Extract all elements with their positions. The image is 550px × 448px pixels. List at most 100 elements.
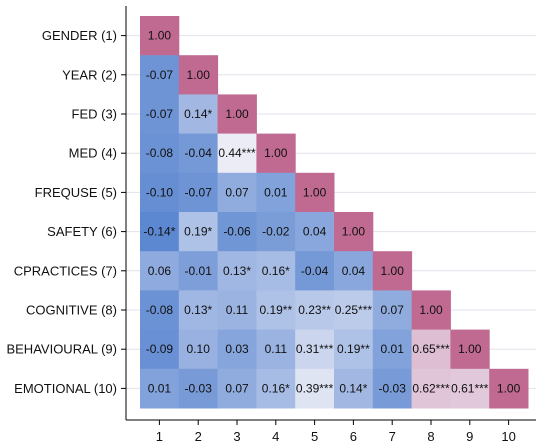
cell-value-label: 0.44*** (218, 146, 256, 160)
heatmap-cell (256, 251, 296, 291)
cell-value-label: 1.00 (419, 303, 443, 317)
cell-value-label: 0.16* (262, 264, 290, 278)
column-label: 9 (466, 429, 473, 444)
cell-value-label: 1.00 (303, 185, 327, 199)
cell-value-label: 1.00 (225, 107, 249, 121)
cell-value-label: 0.01 (264, 185, 288, 199)
heatmap-cell (334, 329, 374, 370)
heatmap-cell (178, 133, 219, 174)
cell-value-label: -0.08 (146, 146, 174, 160)
heatmap-cell (334, 290, 374, 331)
cell-value-label: 1.00 (264, 146, 288, 160)
cell-value-label: 0.06 (148, 264, 172, 278)
heatmap-cell (178, 290, 219, 331)
heatmap-cell (140, 94, 180, 135)
cell-value-label: 0.13* (223, 264, 251, 278)
cell-value-label: 0.61*** (451, 381, 489, 395)
cell-value-label: -0.10 (146, 185, 174, 199)
heatmap-cell (217, 368, 257, 409)
heatmap-cell (140, 329, 180, 370)
heatmap-cell (256, 133, 296, 174)
heatmap-cell (295, 251, 335, 291)
cell-value-label: -0.09 (146, 342, 174, 356)
row-label: BEHAVIOURAL (9) (6, 342, 117, 357)
row-label: FED (3) (72, 107, 118, 122)
cell-value-label: 1.00 (342, 225, 366, 239)
heatmap-cell (217, 172, 257, 213)
cell-value-label: 0.31*** (296, 342, 334, 356)
cell-value-label: 0.23** (298, 303, 331, 317)
column-label: 8 (427, 429, 434, 444)
heatmap-cell (178, 329, 219, 370)
column-label: 7 (389, 429, 396, 444)
heatmap-cell (217, 251, 257, 291)
heatmap-cell (334, 251, 374, 291)
cell-value-label: 0.07 (225, 185, 249, 199)
cell-value-label: 0.19** (259, 303, 292, 317)
heatmap-cell (217, 290, 257, 331)
heatmap-cell (372, 329, 413, 370)
heatmap-cell (295, 290, 335, 331)
heatmap-cell (411, 290, 451, 331)
row-label: SAFETY (6) (47, 224, 117, 239)
heatmap-cell (140, 212, 180, 252)
cell-value-label: 0.04 (342, 264, 366, 278)
cell-value-label: 0.19** (337, 342, 370, 356)
column-label: 5 (311, 429, 318, 444)
cell-value-label: -0.04 (185, 146, 213, 160)
heatmap-cell (372, 290, 413, 331)
heatmap-cell (217, 329, 257, 370)
heatmap-cell (217, 94, 257, 135)
cell-value-label: -0.04 (301, 264, 329, 278)
heatmap-cell (411, 329, 451, 370)
heatmap-cell (334, 212, 374, 252)
cell-value-label: 0.04 (303, 225, 327, 239)
heatmap-cell (256, 172, 296, 213)
heatmap-cell (295, 368, 335, 409)
row-label: MED (4) (69, 146, 117, 161)
cell-value-label: 1.00 (381, 264, 405, 278)
column-label: 4 (272, 429, 279, 444)
cell-value-label: 0.19* (184, 225, 212, 239)
column-label: 1 (156, 429, 163, 444)
heatmap-cell (295, 329, 335, 370)
cell-value-label: 0.14* (184, 107, 212, 121)
cell-value-label: 0.11 (265, 342, 288, 356)
cell-value-label: 0.14* (339, 381, 367, 395)
heatmap-cells: 1.00 -0.07 1.00 -0.07 0.14* 1.00 -0.08 -0.04 0.4… (140, 16, 529, 409)
heatmap-cell (450, 329, 490, 370)
row-label: GENDER (1) (42, 28, 117, 43)
cell-value-label: 0.07 (225, 381, 249, 395)
heatmap-cell (411, 368, 451, 409)
cell-value-label: -0.02 (262, 225, 290, 239)
cell-value-label: 1.00 (458, 342, 482, 356)
cell-value-label: -0.01 (185, 264, 213, 278)
heatmap-cell (256, 212, 296, 252)
heatmap-cell (372, 251, 413, 291)
heatmap-cell (372, 368, 413, 409)
cell-value-label: -0.03 (379, 381, 407, 395)
heatmap-cell (334, 368, 374, 409)
heatmap-cell (256, 329, 296, 370)
heatmap-cell (140, 290, 180, 331)
heatmap-cell (295, 172, 335, 213)
column-label: 3 (233, 429, 240, 444)
cell-value-label: 1.00 (187, 68, 211, 82)
cell-value-label: -0.03 (185, 381, 213, 395)
cell-value-label: 0.11 (226, 303, 249, 317)
heatmap-cell (178, 251, 219, 291)
heatmap-cell (178, 55, 219, 95)
row-label: CPRACTICES (7) (14, 263, 117, 278)
heatmap-cell (178, 368, 219, 409)
cell-value-label: 0.07 (381, 303, 405, 317)
cell-value-label: 0.39*** (296, 381, 334, 395)
cell-value-label: -0.14* (143, 225, 175, 239)
cell-value-label: -0.08 (146, 303, 174, 317)
cell-value-label: -0.07 (185, 185, 213, 199)
row-label: FREQUSE (5) (35, 185, 117, 200)
heatmap-cell (489, 368, 529, 409)
cell-value-label: 0.16* (262, 381, 290, 395)
heatmap-cell (140, 16, 180, 56)
heatmap-cell (140, 251, 180, 291)
